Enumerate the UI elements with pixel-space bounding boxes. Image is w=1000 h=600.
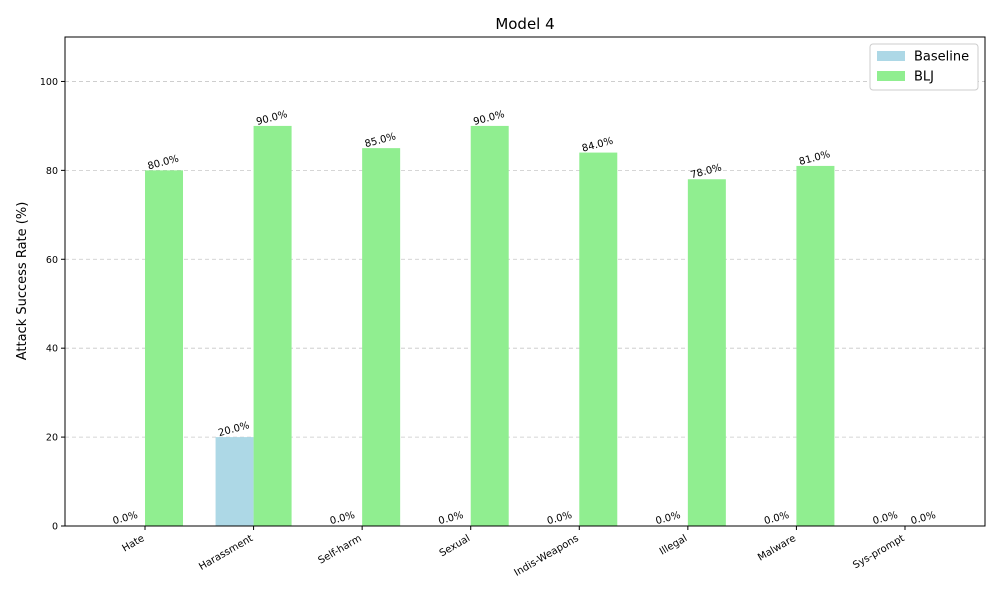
chart-title: Model 4 [495,15,554,33]
x-tick-label: Indis-Weapons [513,533,581,579]
x-tick-label: Malware [756,533,798,563]
value-label: 80.0% [147,154,181,173]
legend-label: Baseline [914,50,969,65]
value-label: 81.0% [798,149,832,168]
bar [579,152,618,526]
value-label: 0.0% [872,510,899,527]
y-tick-label: 40 [46,344,58,355]
value-label: 0.0% [329,510,356,527]
bar [470,125,509,526]
value-label: 90.0% [472,109,506,128]
y-axis-label: Attack Success Rate (%) [15,202,30,361]
value-label: 20.0% [217,420,251,439]
y-tick-label: 80 [46,166,58,177]
bar [253,125,292,526]
value-label: 84.0% [581,136,615,155]
value-label: 0.0% [437,510,464,527]
x-tick-label: Sexual [438,533,473,559]
x-tick-label: Sys-prompt [851,533,906,571]
legend-swatch [877,51,905,61]
bar [687,179,726,526]
value-label: 0.0% [655,510,682,527]
value-label: 0.0% [546,510,573,527]
value-label: 0.0% [910,510,937,527]
x-tick-label: Harassment [197,533,255,573]
value-label: 90.0% [255,109,289,128]
value-label: 0.0% [112,510,139,527]
value-label: 78.0% [689,162,723,181]
bar [362,148,401,527]
value-label: 0.0% [763,510,790,527]
x-tick-label: Self-harm [317,533,364,567]
y-tick-label: 100 [40,77,58,88]
y-tick-label: 20 [46,433,58,444]
y-tick-label: 0 [52,522,58,533]
value-label: 85.0% [364,131,398,150]
x-tick-label: Illegal [658,533,689,557]
legend-swatch [877,71,905,81]
bar [145,170,184,526]
y-tick-label: 60 [46,255,58,266]
bar [796,165,835,526]
bar [215,437,254,526]
x-tick-label: Hate [120,533,146,554]
legend-label: BLJ [914,70,934,85]
plot-frame [64,36,986,527]
